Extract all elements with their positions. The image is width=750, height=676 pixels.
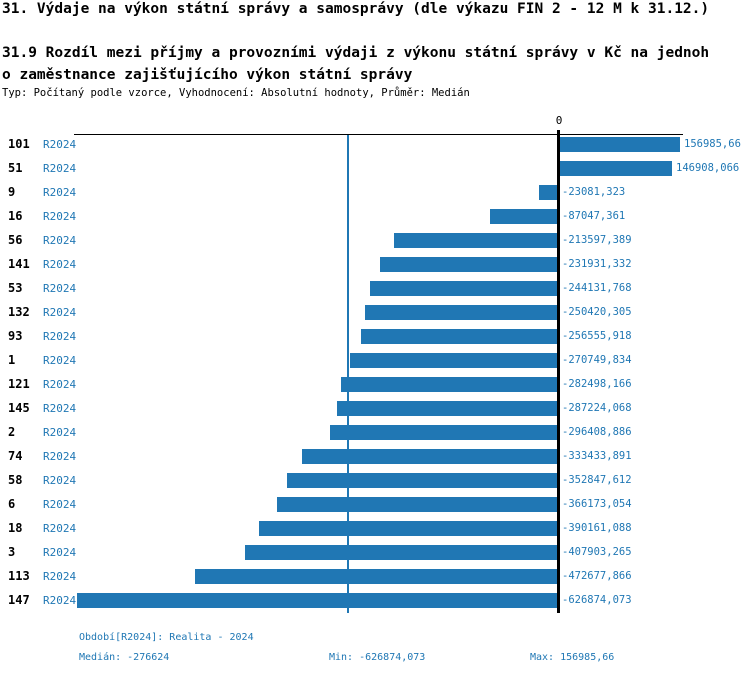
value-bar [394, 233, 557, 248]
chart-subtitle-line2: o zaměstnance zajišťujícího výkon státní… [2, 67, 413, 83]
period-link[interactable]: R2024 [43, 474, 77, 487]
value-label: -256555,918 [562, 330, 632, 342]
zero-axis-line [557, 130, 560, 613]
period-link[interactable]: R2024 [43, 186, 77, 199]
row-number-label: 9 [8, 185, 16, 199]
row-number-label: 145 [8, 401, 30, 415]
period-link[interactable]: R2024 [43, 210, 77, 223]
period-link[interactable]: R2024 [43, 378, 77, 391]
value-bar [77, 593, 557, 608]
value-bar [287, 473, 557, 488]
period-link[interactable]: R2024 [43, 162, 77, 175]
period-link[interactable]: R2024 [43, 426, 77, 439]
median-line [347, 135, 349, 613]
value-bar [490, 209, 557, 224]
value-bar [341, 377, 557, 392]
value-bar [245, 545, 557, 560]
value-label: -626874,073 [562, 594, 632, 606]
footer-max: Max: 156985,66 [530, 652, 615, 663]
row-number-label: 53 [8, 281, 23, 295]
value-bar [302, 449, 557, 464]
zero-tick-label: 0 [555, 114, 563, 127]
row-number-label: 147 [8, 593, 30, 607]
value-label: -390161,088 [562, 522, 632, 534]
value-label: -87047,361 [562, 210, 626, 222]
period-link[interactable]: R2024 [43, 450, 77, 463]
period-link[interactable]: R2024 [43, 546, 77, 559]
row-number-label: 18 [8, 521, 23, 535]
value-bar [560, 161, 672, 176]
period-link[interactable]: R2024 [43, 330, 77, 343]
row-number-label: 74 [8, 449, 23, 463]
row-number-label: 121 [8, 377, 30, 391]
period-link[interactable]: R2024 [43, 402, 77, 415]
value-bar [259, 521, 557, 536]
footer-period: Období[R2024]: Realita - 2024 [79, 632, 254, 643]
chart-subtitle: 31.9 Rozdíl mezi příjmy a provozními výd… [2, 42, 709, 86]
row-number-label: 16 [8, 209, 23, 223]
period-link[interactable]: R2024 [43, 594, 77, 607]
row-number-label: 58 [8, 473, 23, 487]
value-label: -231931,332 [562, 258, 632, 270]
page-title: 31. Výdaje na výkon státní správy a samo… [2, 1, 710, 17]
value-label: -472677,866 [562, 570, 632, 582]
row-number-label: 113 [8, 569, 30, 583]
row-number-label: 2 [8, 425, 16, 439]
footer-median: Medián: -276624 [79, 652, 170, 663]
value-label: -366173,054 [562, 498, 632, 510]
period-link[interactable]: R2024 [43, 234, 77, 247]
row-number-label: 93 [8, 329, 23, 343]
row-number-label: 101 [8, 137, 30, 151]
value-bar [337, 401, 557, 416]
value-label: -333433,891 [562, 450, 632, 462]
value-label: -287224,068 [562, 402, 632, 414]
period-link[interactable]: R2024 [43, 570, 77, 583]
period-link[interactable]: R2024 [43, 354, 77, 367]
row-number-label: 6 [8, 497, 16, 511]
row-number-label: 51 [8, 161, 23, 175]
value-bar [361, 329, 557, 344]
value-bar [560, 137, 680, 152]
value-bar [380, 257, 557, 272]
value-label: -213597,389 [562, 234, 632, 246]
value-label: 146908,066 [676, 162, 740, 174]
value-bar [330, 425, 557, 440]
value-bar [370, 281, 557, 296]
row-number-label: 56 [8, 233, 23, 247]
row-number-label: 141 [8, 257, 30, 271]
period-link[interactable]: R2024 [43, 138, 77, 151]
row-number-label: 1 [8, 353, 16, 367]
period-link[interactable]: R2024 [43, 498, 77, 511]
chart-subtitle-line1: 31.9 Rozdíl mezi příjmy a provozními výd… [2, 45, 710, 61]
period-link[interactable]: R2024 [43, 282, 77, 295]
value-bar [365, 305, 557, 320]
value-label: 156985,66 [684, 138, 741, 150]
top-axis-line [74, 134, 683, 135]
chart-meta-line: Typ: Počítaný podle vzorce, Vyhodnocení:… [2, 87, 470, 99]
value-bar [277, 497, 557, 512]
period-link[interactable]: R2024 [43, 258, 77, 271]
row-number-label: 132 [8, 305, 30, 319]
value-bar [350, 353, 557, 368]
value-bar [539, 185, 557, 200]
period-link[interactable]: R2024 [43, 306, 77, 319]
value-label: -352847,612 [562, 474, 632, 486]
value-label: -407903,265 [562, 546, 632, 558]
footer-min: Min: -626874,073 [329, 652, 426, 663]
value-label: -270749,834 [562, 354, 632, 366]
value-label: -244131,768 [562, 282, 632, 294]
value-label: -296408,886 [562, 426, 632, 438]
value-bar [195, 569, 557, 584]
value-label: -23081,323 [562, 186, 626, 198]
row-number-label: 3 [8, 545, 16, 559]
value-label: -282498,166 [562, 378, 632, 390]
period-link[interactable]: R2024 [43, 522, 77, 535]
value-label: -250420,305 [562, 306, 632, 318]
